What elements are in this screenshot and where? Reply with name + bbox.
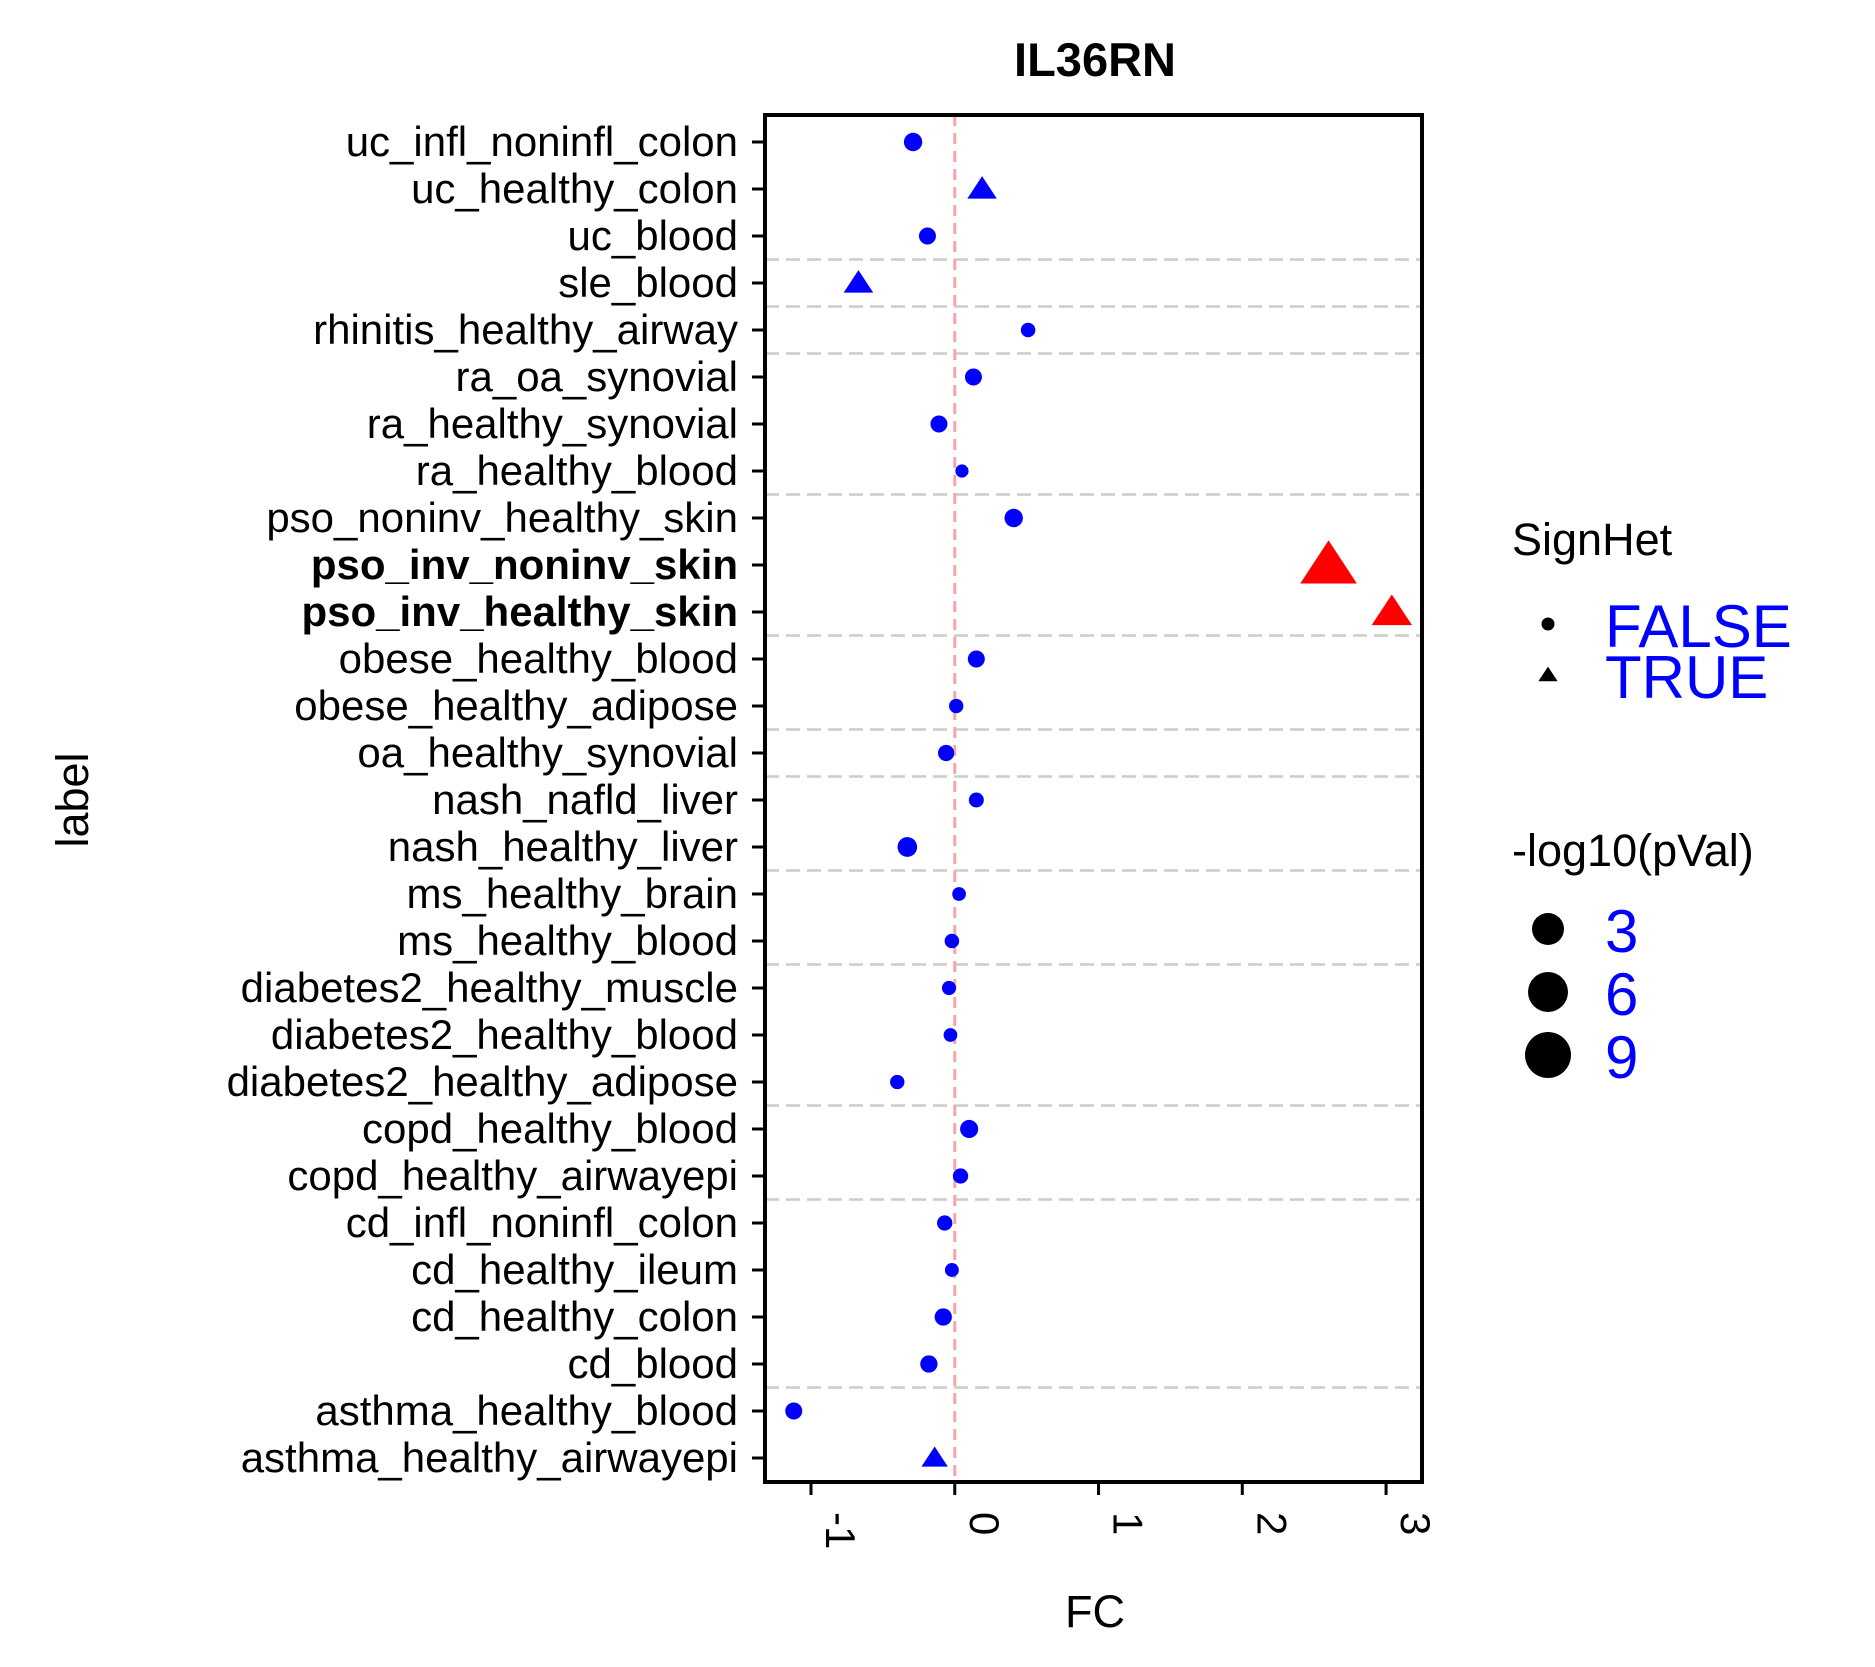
legend-size-key xyxy=(1528,972,1568,1012)
data-point-obese_healthy_adipose xyxy=(949,698,964,714)
legend-size-title: -log10(pVal) xyxy=(1512,825,1754,876)
x-tick-label: 0 xyxy=(961,1512,1008,1535)
data-point-nash_healthy_liver xyxy=(897,837,918,857)
data-point-asthma_healthy_airwayepi xyxy=(921,1446,948,1467)
data-point-obese_healthy_blood xyxy=(967,650,985,668)
plot-border xyxy=(763,113,1424,1484)
y-axis-label: label xyxy=(47,752,98,847)
legend-triangle-key xyxy=(1538,666,1558,682)
data-point-cd_healthy_colon xyxy=(934,1308,952,1326)
y-tick-label: uc_infl_noninfl_colon xyxy=(346,118,738,165)
y-tick-label: ms_healthy_blood xyxy=(397,917,738,964)
data-point-diabetes2_healthy_blood xyxy=(943,1028,958,1042)
legend-circle-key xyxy=(1541,617,1555,631)
data-point-cd_healthy_ileum xyxy=(944,1263,959,1277)
y-axis: uc_infl_noninfl_colonuc_healthy_colonuc_… xyxy=(227,118,765,1481)
y-tick-label: asthma_healthy_blood xyxy=(315,1387,738,1434)
x-axis-label: FC xyxy=(1065,1586,1125,1637)
y-tick-label: diabetes2_healthy_muscle xyxy=(241,964,738,1011)
legend-size-label: 6 xyxy=(1605,961,1638,1028)
y-tick-label: cd_healthy_colon xyxy=(411,1293,738,1340)
data-point-ra_healthy_synovial xyxy=(930,415,948,433)
x-axis: -1 0 1 2 3 xyxy=(809,1482,1439,1549)
x-tick-label: 3 xyxy=(1392,1512,1439,1535)
data-point-ms_healthy_blood xyxy=(944,933,960,949)
y-tick-label: obese_healthy_adipose xyxy=(294,682,738,729)
y-tick-label: ra_healthy_blood xyxy=(416,447,738,494)
data-point-uc_infl_noninfl_colon xyxy=(903,132,923,152)
y-tick-label: rhinitis_healthy_airway xyxy=(313,306,738,353)
legend-shape-title: SignHet xyxy=(1512,514,1673,565)
y-tick-label: ra_oa_synovial xyxy=(455,353,738,400)
data-point-pso_inv_noninv_skin xyxy=(1300,540,1357,584)
data-point-uc_healthy_colon xyxy=(967,176,997,199)
x-tick-label: -1 xyxy=(817,1512,864,1549)
legend-shape-label: TRUE xyxy=(1605,644,1768,711)
data-point-uc_blood xyxy=(918,227,936,245)
data-point-cd_blood xyxy=(920,1355,938,1373)
data-point-ms_healthy_brain xyxy=(952,887,966,901)
y-tick-label: uc_blood xyxy=(568,212,738,259)
data-point-diabetes2_healthy_muscle xyxy=(941,980,957,996)
legend-size-label: 9 xyxy=(1605,1024,1638,1091)
x-tick-label: 1 xyxy=(1105,1512,1152,1535)
y-tick-label: pso_noninv_healthy_skin xyxy=(266,494,738,541)
y-tick-label: pso_inv_healthy_skin xyxy=(301,588,738,635)
y-tick-label: nash_nafld_liver xyxy=(432,776,738,823)
y-tick-label: sle_blood xyxy=(558,259,738,306)
data-point-copd_healthy_airwayepi xyxy=(952,1168,969,1184)
legend-size-key xyxy=(1525,1032,1571,1078)
data-point-ra_oa_synovial xyxy=(964,368,982,386)
data-point-rhinitis_healthy_airway xyxy=(1020,322,1036,338)
y-tick-label: copd_healthy_airwayepi xyxy=(287,1152,738,1199)
y-tick-label: nash_healthy_liver xyxy=(388,823,738,870)
y-tick-label: oa_healthy_synovial xyxy=(357,729,738,776)
legend-size-key xyxy=(1532,913,1564,945)
data-point-cd_infl_noninfl_colon xyxy=(937,1215,953,1231)
y-tick-label: cd_healthy_ileum xyxy=(411,1246,738,1293)
data-point-pso_inv_healthy_skin xyxy=(1371,594,1413,626)
y-tick-label: uc_healthy_colon xyxy=(411,165,738,212)
y-tick-label: ms_healthy_brain xyxy=(406,870,738,917)
data-point-asthma_healthy_blood xyxy=(785,1402,803,1420)
y-tick-label: cd_blood xyxy=(568,1340,738,1387)
data-point-diabetes2_healthy_adipose xyxy=(890,1074,905,1090)
data-point-copd_healthy_blood xyxy=(960,1119,979,1139)
y-tick-label: ra_healthy_synovial xyxy=(367,400,738,447)
plot-area xyxy=(763,113,1424,1484)
legend-size-label: 3 xyxy=(1605,898,1638,965)
y-tick-label: diabetes2_healthy_adipose xyxy=(227,1058,738,1105)
chart-title: IL36RN xyxy=(1014,33,1176,86)
data-point-oa_healthy_synovial xyxy=(938,744,955,762)
legend-shape-label: FALSE xyxy=(1605,593,1792,660)
data-point-nash_nafld_liver xyxy=(968,792,984,808)
x-tick-label: 2 xyxy=(1248,1512,1295,1535)
data-point-sle_blood xyxy=(843,270,874,293)
y-tick-label: diabetes2_healthy_blood xyxy=(271,1011,738,1058)
data-point-pso_noninv_healthy_skin xyxy=(1004,508,1023,528)
y-tick-label: obese_healthy_blood xyxy=(339,635,738,682)
data-point-ra_healthy_blood xyxy=(955,464,969,478)
y-tick-label: pso_inv_noninv_skin xyxy=(311,541,738,588)
y-tick-label: copd_healthy_blood xyxy=(362,1105,738,1152)
y-tick-label: asthma_healthy_airwayepi xyxy=(241,1434,738,1481)
y-tick-label: cd_infl_noninfl_colon xyxy=(346,1199,738,1246)
